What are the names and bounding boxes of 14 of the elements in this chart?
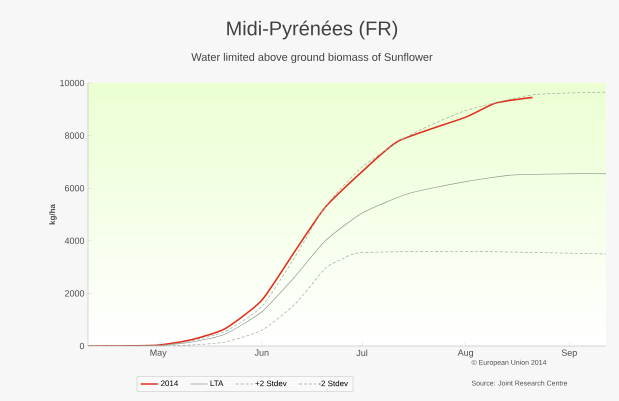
x-tick-label: May xyxy=(150,350,167,358)
chart-title: Midi-Pyrénées (FR) xyxy=(227,20,398,40)
y-tick-label: 6000 xyxy=(64,185,84,192)
y-tick-label: 2000 xyxy=(64,290,84,297)
x-tick-label: Jun xyxy=(254,350,268,356)
x-tick-label: Jul xyxy=(356,350,368,356)
y-tick-label: 0 xyxy=(80,342,84,350)
x-tick-label: Sep xyxy=(562,350,577,358)
line-series xyxy=(88,96,534,346)
y-tick-label: 10000 xyxy=(60,80,84,86)
y-tick-label: 8000 xyxy=(64,132,84,139)
y-tick-label: 4000 xyxy=(64,238,84,244)
x-tick-label: Aug xyxy=(458,350,474,358)
chart-subtitle: Water limited above ground biomass of Sunflower xyxy=(191,52,432,64)
